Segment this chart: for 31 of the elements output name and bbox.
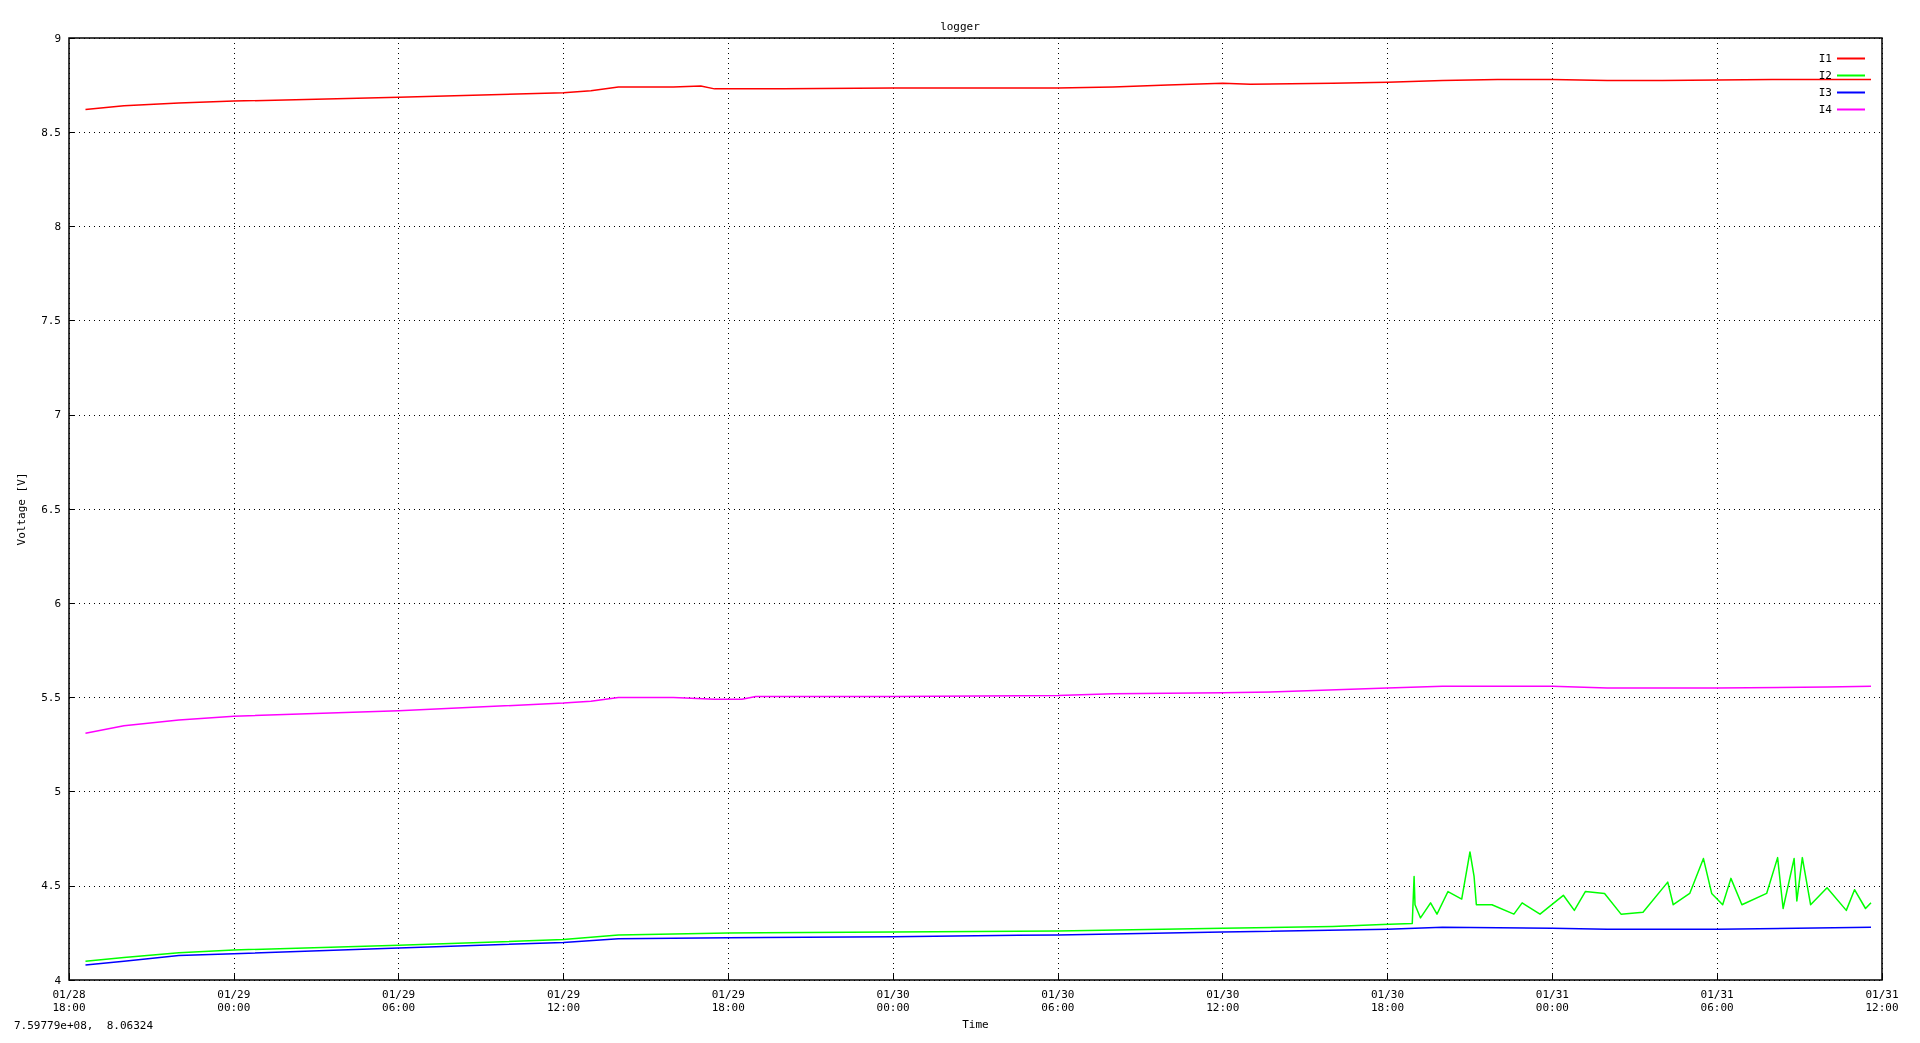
x-tick-label: 01/28 18:00 xyxy=(52,988,86,1015)
x-tick-label: 01/31 12:00 xyxy=(1865,988,1899,1015)
text: 7.59779e+08, 8.06324 xyxy=(14,1019,154,1032)
legend-label: I1 xyxy=(1818,52,1832,65)
y-tick-label: 9 xyxy=(54,31,61,45)
x-tick-label: 01/29 12:00 xyxy=(546,988,581,1015)
y-tick-label: 5.5 xyxy=(41,690,61,704)
y-tick-label: 8.5 xyxy=(41,125,61,139)
y-tick-label: 7.5 xyxy=(41,314,61,328)
x-tick-label: 01/30 00:00 xyxy=(876,988,910,1015)
y-tick-label: 4 xyxy=(54,973,62,987)
x-tick-label: 01/30 06:00 xyxy=(1041,988,1075,1015)
y-tick-label: 6.5 xyxy=(41,502,61,516)
x-tick-label: 01/30 18:00 xyxy=(1370,988,1405,1015)
x-tick-label: 01/29 18:00 xyxy=(711,988,745,1015)
x-tick-label: 01/31 00:00 xyxy=(1535,988,1569,1015)
y-tick-label: 7 xyxy=(54,408,61,422)
y-tick-label: 4.5 xyxy=(41,879,61,893)
x-tick-label: 01/29 00:00 xyxy=(217,988,251,1015)
x-tick-label: 01/31 06:00 xyxy=(1700,988,1734,1015)
y-tick-label: 5 xyxy=(54,785,61,799)
chart-title: logger xyxy=(940,20,981,33)
legend-label: I4 xyxy=(1818,103,1833,116)
x-tick-label: 01/29 06:00 xyxy=(382,988,416,1015)
y-tick-label: 6 xyxy=(54,596,61,610)
y-axis-title: Voltage [V] xyxy=(15,472,28,546)
x-axis-title: Time xyxy=(962,1018,989,1031)
y-tick-label: 8 xyxy=(54,219,61,233)
legend-label: I3 xyxy=(1818,86,1832,99)
x-tick-label: 01/30 12:00 xyxy=(1206,988,1240,1015)
legend-label: I2 xyxy=(1818,69,1832,82)
